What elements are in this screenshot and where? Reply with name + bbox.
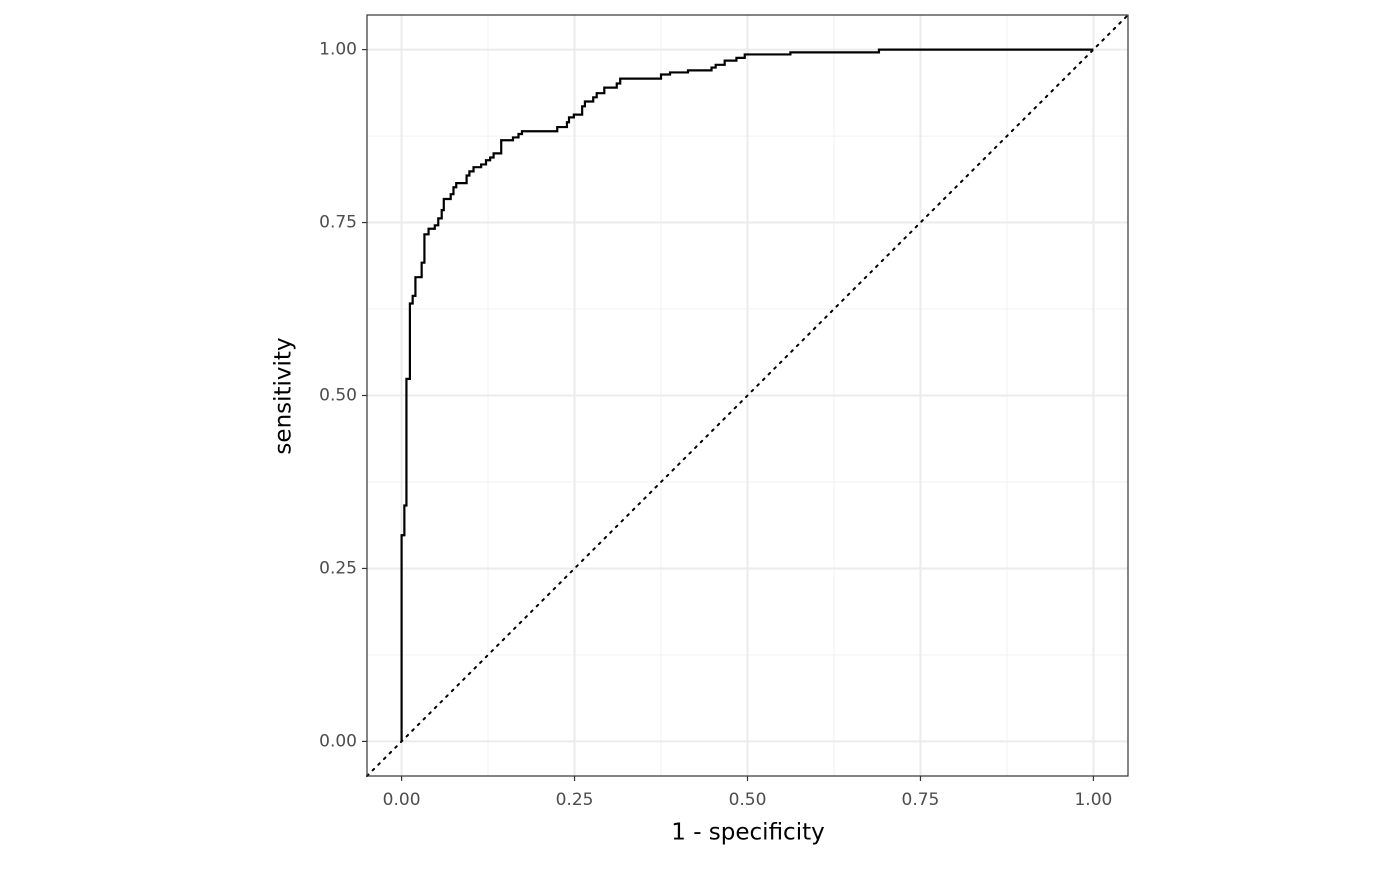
reference-diagonal <box>366 14 1129 777</box>
x-tick-label: 0.25 <box>556 790 594 810</box>
y-tick-label: 0.75 <box>319 213 357 233</box>
x-tick-label: 0.00 <box>383 790 421 810</box>
roc-curve <box>400 48 1094 742</box>
y-tick-label: 1.00 <box>319 40 357 60</box>
x-axis-title: 1 - specificity <box>671 820 824 846</box>
y-tick-label: 0.00 <box>319 731 357 751</box>
y-axis-title: sensitivity <box>271 337 297 454</box>
x-tick-label: 0.75 <box>902 790 940 810</box>
y-tick-label: 0.25 <box>319 558 357 578</box>
panel-border <box>366 14 1129 777</box>
x-tick-label: 1.00 <box>1074 790 1112 810</box>
x-tick-label: 0.50 <box>729 790 767 810</box>
y-tick-label: 0.50 <box>319 386 357 406</box>
